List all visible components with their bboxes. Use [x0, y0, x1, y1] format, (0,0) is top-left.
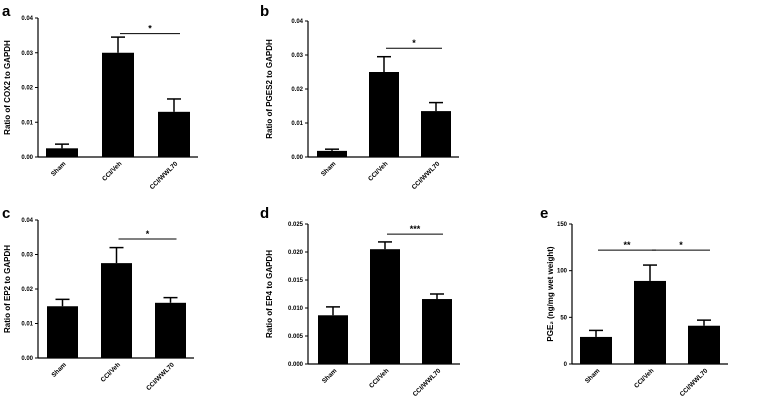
significance-label: * — [412, 38, 416, 48]
panel-e: e PGE₂ (ng/mg wet weight) 0 50 100 150 Sham CCI… — [540, 205, 728, 398]
y-tick-label: 0.025 — [288, 222, 304, 228]
y-tick-label: 0.015 — [288, 278, 304, 284]
y-tick-label: 0 — [564, 362, 568, 368]
significance-label: * — [679, 240, 683, 250]
y-tick-label: 150 — [557, 222, 568, 228]
x-tick-label: CCI/Veh — [101, 160, 123, 182]
y-axis-label: PGE₂ (ng/mg wet weight) — [546, 246, 555, 341]
bar — [102, 52, 134, 157]
y-tick-label: 0.010 — [288, 306, 304, 312]
panel-d: d Ratio of EP4 to GAPDH 0.000 0.005 0.010 0.0… — [260, 205, 460, 398]
panel-letter: a — [2, 3, 11, 20]
y-tick-label: 0.03 — [291, 53, 303, 59]
y-tick-label: 0.00 — [21, 356, 33, 362]
bar — [101, 263, 132, 358]
y-tick-label: 0.005 — [288, 334, 304, 340]
y-tick-label: 0.00 — [291, 155, 303, 161]
y-axis-label: Ratio of EP2 to GAPDH — [3, 245, 12, 333]
y-axis-label: Ratio of PGES2 to GAPDH — [265, 39, 274, 139]
x-tick-label: Sham — [50, 361, 68, 379]
y-axis-label: Ratio of EP4 to GAPDH — [265, 250, 274, 338]
bar — [688, 325, 720, 364]
significance-label: * — [146, 229, 150, 239]
y-tick-label: 0.01 — [21, 322, 33, 328]
significance-label: ** — [623, 240, 631, 250]
y-tick-label: 0.01 — [21, 120, 33, 126]
significance-label: *** — [410, 224, 421, 234]
bar — [421, 111, 451, 157]
x-tick-label: CCI/Veh — [633, 367, 655, 389]
y-tick-label: 0.04 — [21, 16, 33, 22]
y-tick-label: 0.02 — [291, 87, 303, 93]
x-tick-label: CCI/WWL70 — [411, 160, 442, 191]
y-tick-label: 0.020 — [288, 250, 304, 256]
x-tick-label: CCI/WWL70 — [679, 367, 710, 398]
y-tick-label: 0.04 — [21, 218, 33, 224]
x-tick-label: CCI/Veh — [367, 160, 389, 182]
y-tick-label: 0.00 — [21, 155, 33, 161]
x-tick-label: CCI/WWL70 — [149, 160, 180, 191]
panel-letter: e — [540, 205, 548, 222]
y-axis-label: Ratio of COX2 to GAPDH — [3, 40, 12, 135]
panel-b: b Ratio of PGES2 to GAPDH 0.00 0.01 0.02 0.03… — [260, 3, 459, 191]
panel-letter: b — [260, 3, 269, 20]
x-tick-label: CCI/Veh — [100, 361, 122, 383]
bar — [158, 111, 190, 157]
bar — [580, 336, 612, 364]
y-tick-label: 0.03 — [21, 253, 33, 259]
y-tick-label: 0.000 — [288, 362, 304, 368]
y-tick-label: 50 — [560, 315, 567, 321]
x-tick-label: Sham — [321, 367, 339, 385]
bar — [317, 150, 347, 157]
y-tick-label: 100 — [557, 269, 568, 275]
bar — [318, 315, 348, 364]
bar — [370, 249, 400, 364]
panel-c: c Ratio of EP2 to GAPDH 0.00 0.01 0.02 0.03 0.… — [2, 205, 194, 392]
x-tick-label: Sham — [584, 367, 602, 385]
panel-letter: d — [260, 205, 269, 222]
bar — [47, 306, 78, 358]
y-tick-label: 0.03 — [21, 51, 33, 57]
x-tick-label: CCI/WWL70 — [412, 367, 443, 398]
bar — [369, 72, 399, 157]
panel-a: a Ratio of COX2 to GAPDH 0.00 0.01 0.02 0.03 0… — [2, 3, 198, 191]
x-tick-label: Sham — [50, 160, 68, 178]
x-tick-label: Sham — [320, 160, 338, 178]
bar — [634, 280, 666, 364]
y-tick-label: 0.02 — [21, 86, 33, 92]
y-tick-label: 0.01 — [291, 121, 303, 127]
bar — [155, 302, 186, 358]
x-tick-label: CCI/Veh — [368, 367, 390, 389]
bar — [422, 299, 452, 364]
y-tick-label: 0.02 — [21, 287, 33, 293]
panel-letter: c — [2, 205, 10, 222]
bar — [46, 148, 78, 157]
y-tick-label: 0.04 — [291, 19, 303, 25]
x-tick-label: CCI/WWL70 — [145, 361, 176, 392]
significance-label: * — [148, 24, 152, 34]
